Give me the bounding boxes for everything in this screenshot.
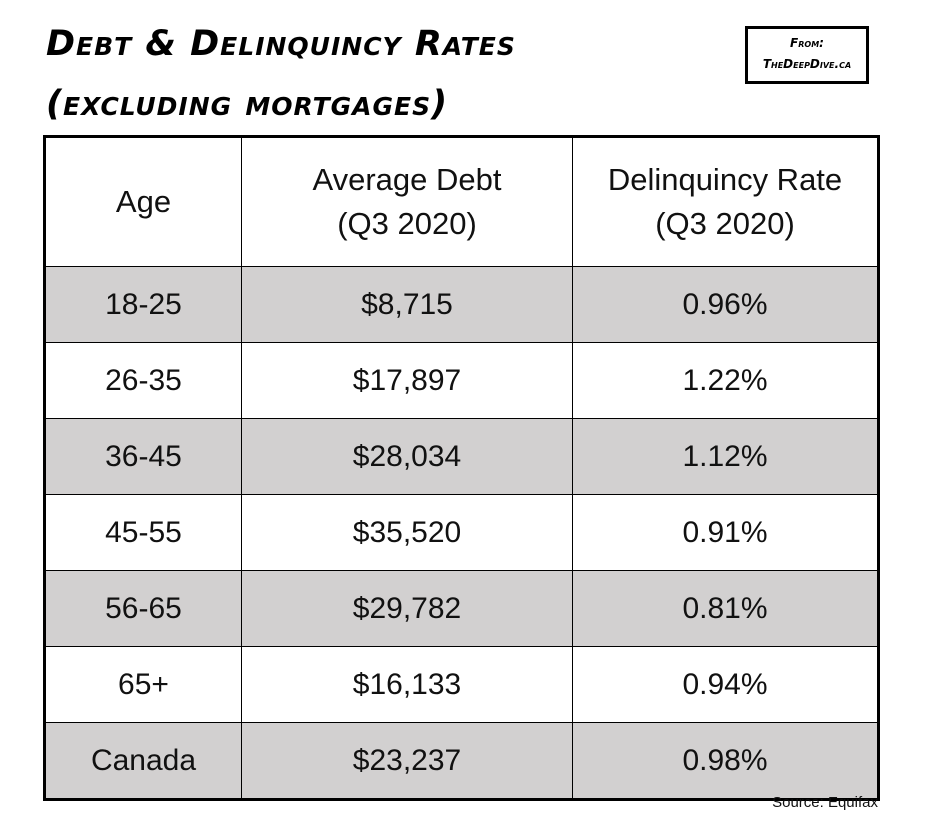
cell-average-debt: $16,133: [241, 646, 573, 723]
cell-average-debt: $29,782: [241, 570, 573, 647]
badge-site-label: TheDeepDive.ca: [762, 57, 852, 71]
cell-age: 45-55: [44, 494, 242, 571]
cell-average-debt: $35,520: [241, 494, 573, 571]
badge-from-label: From:: [790, 36, 824, 50]
header-average-debt-line-2: (Q3 2020): [337, 206, 477, 241]
cell-average-debt: $28,034: [241, 418, 573, 495]
header-delinquincy-rate: Delinquincy Rate (Q3 2020): [572, 136, 879, 267]
chart-title-line-1: Debt & Delinquincy Rates: [46, 24, 516, 64]
cell-delinquincy-rate: 0.96%: [572, 266, 879, 343]
header-average-debt-line-1: Average Debt: [312, 162, 502, 197]
table-row: 65+ $16,133 0.94%: [44, 646, 879, 723]
cell-delinquincy-rate: 1.22%: [572, 342, 879, 419]
cell-average-debt: $23,237: [241, 722, 573, 800]
debt-delinquincy-table: Age Average Debt (Q3 2020) Delinquincy R…: [43, 135, 880, 801]
table-row: 36-45 $28,034 1.12%: [44, 418, 879, 495]
cell-age: 18-25: [44, 266, 242, 343]
table-row: 45-55 $35,520 0.91%: [44, 494, 879, 571]
header-average-debt: Average Debt (Q3 2020): [241, 136, 573, 267]
cell-age: 36-45: [44, 418, 242, 495]
header-delinquincy-rate-line-2: (Q3 2020): [655, 206, 795, 241]
table-header-row: Age Average Debt (Q3 2020) Delinquincy R…: [44, 136, 879, 267]
cell-delinquincy-rate: 0.91%: [572, 494, 879, 571]
cell-delinquincy-rate: 0.94%: [572, 646, 879, 723]
cell-age: Canada: [44, 722, 242, 800]
cell-age: 65+: [44, 646, 242, 723]
header-age: Age: [44, 136, 242, 267]
cell-delinquincy-rate: 0.81%: [572, 570, 879, 647]
cell-average-debt: $17,897: [241, 342, 573, 419]
table-row: 18-25 $8,715 0.96%: [44, 266, 879, 343]
table-row: 56-65 $29,782 0.81%: [44, 570, 879, 647]
chart-title: Debt & Delinquincy Rates (excluding mort…: [46, 14, 516, 134]
table-row: Canada $23,237 0.98%: [44, 722, 879, 800]
header-age-label: Age: [115, 184, 172, 219]
source-note: Source: Equifax: [772, 794, 878, 811]
cell-delinquincy-rate: 0.98%: [572, 722, 879, 800]
header-delinquincy-rate-line-1: Delinquincy Rate: [607, 162, 843, 197]
cell-delinquincy-rate: 1.12%: [572, 418, 879, 495]
cell-age: 26-35: [44, 342, 242, 419]
source-badge: From: TheDeepDive.ca: [745, 26, 869, 84]
chart-title-line-2: (excluding mortgages): [46, 84, 449, 124]
table-row: 26-35 $17,897 1.22%: [44, 342, 879, 419]
cell-age: 56-65: [44, 570, 242, 647]
cell-average-debt: $8,715: [241, 266, 573, 343]
